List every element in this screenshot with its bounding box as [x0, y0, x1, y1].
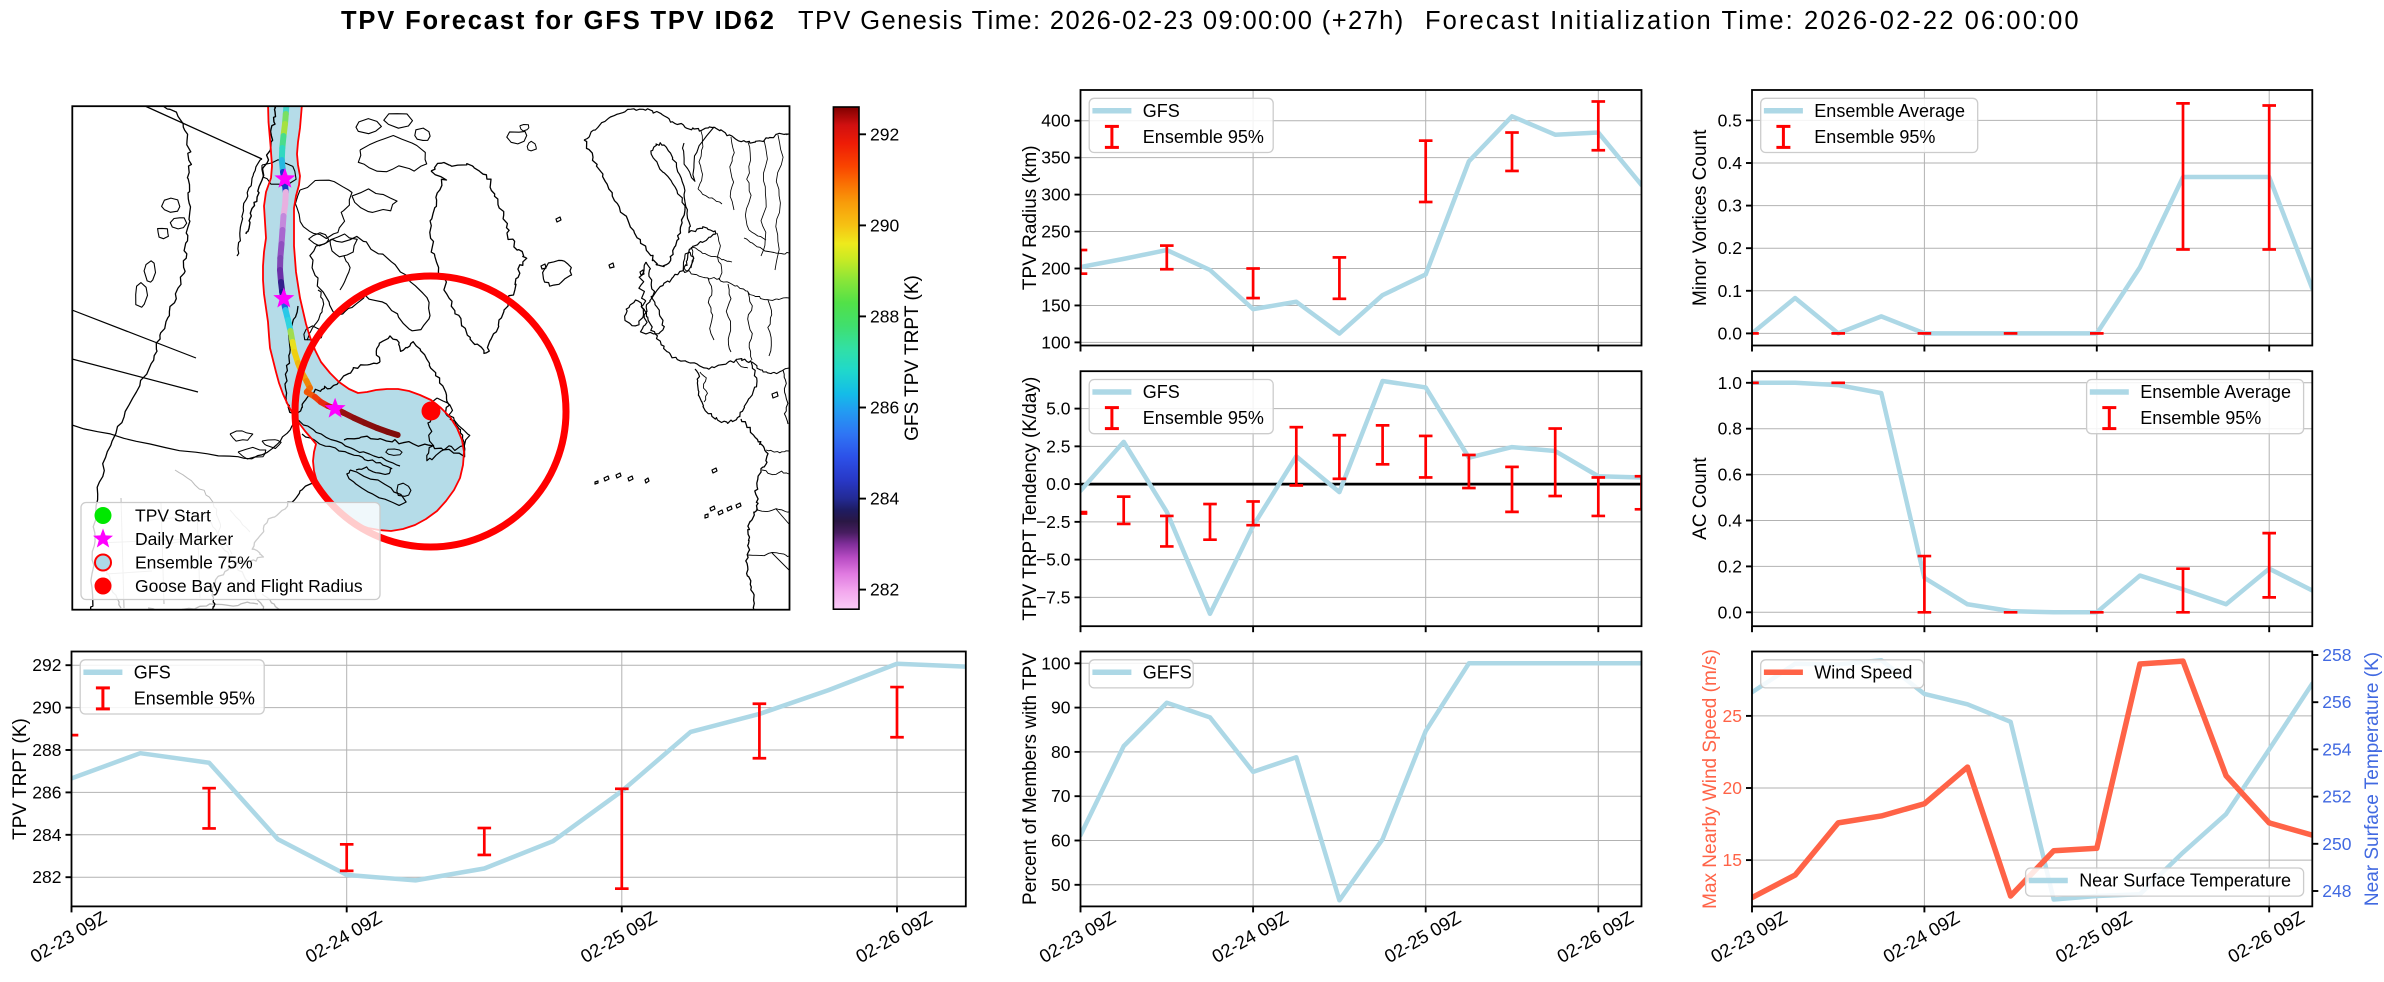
- svg-text:288: 288: [32, 740, 61, 760]
- svg-text:Percent of Members with TPV: Percent of Members with TPV: [1020, 653, 1041, 905]
- svg-text:248: 248: [2322, 881, 2351, 901]
- svg-text:0.0: 0.0: [1046, 474, 1071, 494]
- svg-text:292: 292: [32, 655, 61, 675]
- svg-text:Near Surface Temperature (K): Near Surface Temperature (K): [2362, 652, 2383, 906]
- svg-text:TPV TRPT (K): TPV TRPT (K): [10, 718, 31, 840]
- svg-text:100: 100: [1041, 332, 1070, 352]
- svg-text:50: 50: [1051, 875, 1071, 895]
- svg-text:GFS: GFS: [134, 662, 171, 682]
- svg-text:282: 282: [870, 580, 899, 600]
- svg-text:292: 292: [870, 124, 899, 144]
- svg-text:0.0: 0.0: [1718, 602, 1743, 622]
- svg-text:25: 25: [1723, 706, 1742, 726]
- svg-text:GEFS: GEFS: [1143, 662, 1192, 682]
- svg-text:250: 250: [1041, 222, 1070, 242]
- svg-text:256: 256: [2322, 692, 2351, 712]
- svg-text:Goose Bay and Flight Radius: Goose Bay and Flight Radius: [135, 576, 363, 596]
- svg-text:400: 400: [1041, 111, 1070, 131]
- svg-text:70: 70: [1051, 786, 1071, 806]
- svg-text:−7.5: −7.5: [1036, 587, 1071, 607]
- svg-text:Ensemble 75%: Ensemble 75%: [135, 553, 253, 573]
- svg-text:TPV Genesis Time: 2026-02-23 0: TPV Genesis Time: 2026-02-23 09:00:00 (+…: [798, 7, 1405, 35]
- svg-text:0.1: 0.1: [1718, 281, 1742, 301]
- svg-text:0.4: 0.4: [1718, 153, 1743, 173]
- svg-text:Ensemble 95%: Ensemble 95%: [1143, 127, 1264, 147]
- svg-text:GFS: GFS: [1143, 382, 1180, 402]
- svg-text:GFS: GFS: [1143, 101, 1180, 121]
- svg-text:286: 286: [870, 398, 899, 418]
- svg-text:Wind Speed: Wind Speed: [1814, 662, 1912, 682]
- svg-text:Ensemble 95%: Ensemble 95%: [1143, 408, 1264, 428]
- svg-text:0.4: 0.4: [1718, 511, 1743, 531]
- svg-text:150: 150: [1041, 295, 1070, 315]
- svg-text:TPV Radius (km): TPV Radius (km): [1020, 145, 1041, 290]
- svg-text:90: 90: [1051, 698, 1071, 718]
- svg-text:TPV Start: TPV Start: [135, 506, 211, 526]
- svg-text:350: 350: [1041, 148, 1070, 168]
- svg-text:252: 252: [2322, 787, 2351, 807]
- svg-text:254: 254: [2322, 739, 2351, 759]
- svg-text:GFS TPV TRPT (K): GFS TPV TRPT (K): [902, 275, 923, 441]
- svg-text:0.2: 0.2: [1718, 238, 1742, 258]
- svg-text:0.6: 0.6: [1718, 465, 1742, 485]
- svg-text:0.2: 0.2: [1718, 556, 1742, 576]
- svg-text:Ensemble 95%: Ensemble 95%: [1814, 127, 1935, 147]
- svg-text:0.5: 0.5: [1718, 110, 1742, 130]
- svg-text:258: 258: [2322, 645, 2351, 665]
- svg-text:284: 284: [32, 825, 61, 845]
- svg-text:Max Nearby Wind Speed (m/s): Max Nearby Wind Speed (m/s): [1700, 649, 1721, 909]
- svg-text:TPV Forecast for GFS TPV ID62: TPV Forecast for GFS TPV ID62: [341, 7, 776, 35]
- svg-text:15: 15: [1723, 850, 1742, 870]
- svg-text:1.0: 1.0: [1718, 373, 1743, 393]
- svg-text:Near Surface Temperature: Near Surface Temperature: [2079, 871, 2291, 891]
- svg-text:−5.0: −5.0: [1036, 550, 1071, 570]
- svg-text:Ensemble 95%: Ensemble 95%: [134, 688, 255, 708]
- svg-text:286: 286: [32, 782, 61, 802]
- svg-text:250: 250: [2322, 834, 2351, 854]
- svg-text:0.0: 0.0: [1718, 323, 1743, 343]
- svg-text:2.5: 2.5: [1046, 436, 1070, 456]
- svg-text:284: 284: [870, 489, 899, 509]
- svg-text:TPV TRPT Tendency (K/day): TPV TRPT Tendency (K/day): [1020, 377, 1041, 621]
- svg-text:290: 290: [870, 215, 899, 235]
- svg-text:Ensemble 95%: Ensemble 95%: [2140, 408, 2261, 428]
- svg-text:200: 200: [1041, 259, 1070, 279]
- svg-text:282: 282: [32, 867, 61, 887]
- svg-text:60: 60: [1051, 831, 1071, 851]
- svg-text:Ensemble Average: Ensemble Average: [2140, 382, 2291, 402]
- svg-text:0.8: 0.8: [1718, 419, 1742, 439]
- svg-text:5.0: 5.0: [1046, 399, 1071, 419]
- svg-text:80: 80: [1051, 742, 1071, 762]
- svg-text:20: 20: [1723, 778, 1743, 798]
- svg-text:100: 100: [1041, 653, 1070, 673]
- svg-text:−2.5: −2.5: [1036, 512, 1071, 532]
- svg-text:288: 288: [870, 306, 899, 326]
- svg-text:Daily Marker: Daily Marker: [135, 529, 233, 549]
- svg-text:0.3: 0.3: [1718, 196, 1742, 216]
- svg-text:290: 290: [32, 698, 61, 718]
- svg-text:AC Count: AC Count: [1690, 457, 1711, 540]
- svg-text:Forecast Initialization Time:: Forecast Initialization Time: 2026-02-22…: [1425, 7, 2081, 35]
- svg-text:Minor Vortices Count: Minor Vortices Count: [1690, 129, 1711, 306]
- svg-text:Ensemble Average: Ensemble Average: [1814, 101, 1965, 121]
- svg-text:300: 300: [1041, 185, 1070, 205]
